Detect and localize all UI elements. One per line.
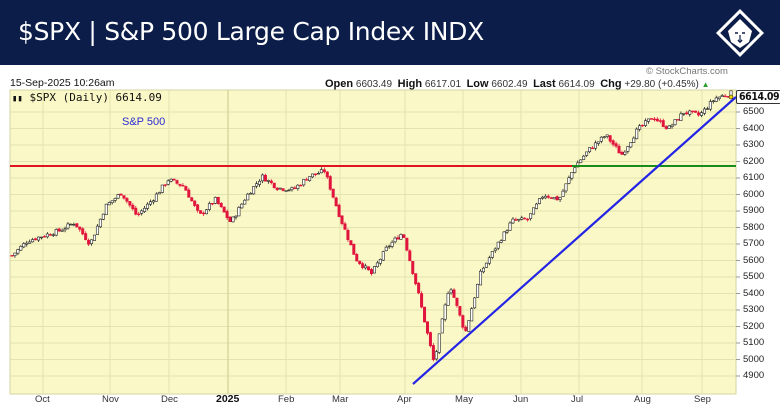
x-tick-label: Oct — [35, 394, 50, 405]
chg-label: Chg — [600, 78, 622, 90]
open-label: Open — [325, 78, 354, 90]
y-tick-label: 5800 — [743, 221, 765, 233]
y-tick-label: 6200 — [743, 155, 765, 167]
copyright: © StockCharts.com — [646, 66, 728, 77]
y-tick-label: 5400 — [743, 287, 765, 299]
y-tick-label: 5300 — [743, 304, 765, 315]
y-tick-label: 6400 — [743, 122, 765, 134]
y-tick-label: 5500 — [743, 271, 765, 282]
candles — [10, 90, 733, 362]
up-triangle-icon: ▲ — [701, 80, 710, 89]
high-value: 6617.01 — [424, 79, 462, 90]
last-value: 6614.09 — [558, 79, 595, 90]
lion-diamond-logo-icon — [715, 8, 765, 58]
y-tick-label: 5200 — [743, 320, 765, 332]
page-title: $SPX | S&P 500 Large Cap Index INDX — [18, 17, 484, 46]
uptrend-line — [412, 96, 737, 385]
x-tick-label: Apr — [397, 394, 412, 405]
y-axis-ticks — [736, 111, 740, 377]
x-tick-label: Feb — [278, 394, 295, 405]
x-tick-label: Jul — [571, 394, 584, 405]
candlestick-icon: ▮▮ — [12, 94, 23, 104]
series-legend: ▮▮ $SPX (Daily) 6614.09 — [12, 91, 162, 104]
series-legend-label: $SPX (Daily) 6614.09 — [29, 91, 162, 104]
x-tick-label: Mar — [332, 394, 349, 405]
ohlc-bar: Open 6603.49 High 6617.01 Low 6602.49 La… — [325, 78, 710, 90]
high-label: High — [397, 78, 423, 90]
last-price-tag: 6614.09 — [736, 90, 780, 104]
y-tick-label: 6100 — [743, 172, 765, 183]
x-tick-label: Nov — [102, 394, 119, 405]
chart-annotation: S&P 500 — [122, 116, 166, 128]
open-value: 6603.49 — [355, 79, 393, 90]
low-label: Low — [466, 78, 489, 90]
y-tick-label: 5700 — [743, 238, 765, 249]
last-price-marker — [728, 94, 734, 100]
low-value: 6602.49 — [491, 79, 528, 90]
y-tick-label: 5600 — [743, 254, 765, 266]
plot-background — [9, 89, 737, 395]
y-tick-label: 4900 — [743, 370, 765, 381]
y-tick-label: 6000 — [743, 188, 765, 200]
x-tick-label: Dec — [161, 394, 178, 405]
x-tick-label: May — [455, 394, 473, 405]
y-tick-label: 6500 — [743, 106, 765, 117]
y-tick-label: 5100 — [743, 337, 765, 348]
x-tick-label: 2025 — [216, 393, 240, 405]
y-tick-label: 5900 — [743, 205, 765, 216]
x-tick-label: Jun — [513, 394, 529, 405]
y-tick-label: 6300 — [743, 139, 765, 150]
chart-date: 15-Sep-2025 10:26am — [10, 77, 115, 89]
y-tick-label: 5000 — [743, 353, 765, 365]
last-label: Last — [533, 78, 556, 90]
x-tick-label: Aug — [634, 394, 651, 405]
chg-value: +29.80 (+0.45%) — [624, 79, 699, 90]
x-tick-label: Sep — [694, 394, 711, 405]
page-header: $SPX | S&P 500 Large Cap Index INDX — [0, 0, 780, 65]
